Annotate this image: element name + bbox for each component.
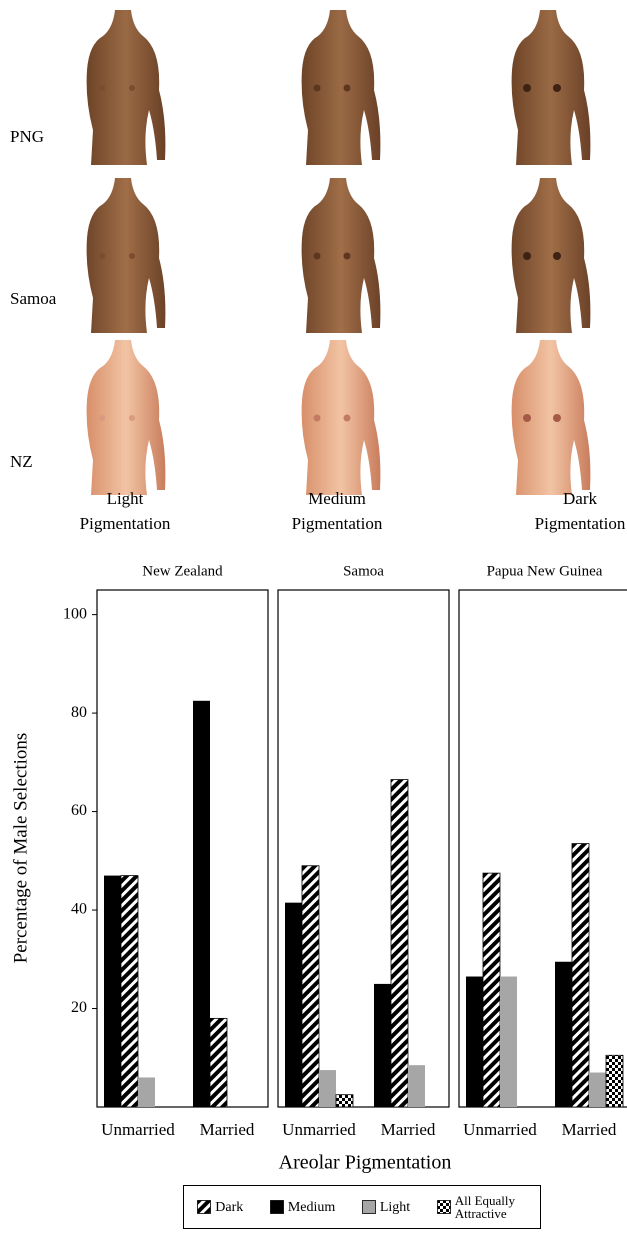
areola xyxy=(523,84,531,92)
areola xyxy=(314,253,321,260)
y-axis-label: Percentage of Male Selections xyxy=(10,733,31,964)
areola xyxy=(99,415,105,421)
stimulus-image xyxy=(87,340,166,495)
row-label: PNG xyxy=(10,127,44,146)
swatch xyxy=(362,1201,375,1214)
x-tick-label: Married xyxy=(562,1120,617,1139)
legend-item: Medium xyxy=(270,1200,335,1214)
legend: Dark Medium Light All Equally Attractive xyxy=(183,1185,541,1229)
x-axis-label: Areolar Pigmentation xyxy=(279,1152,452,1174)
bar xyxy=(121,876,138,1107)
x-tick-label: Married xyxy=(200,1120,255,1139)
bar xyxy=(104,876,121,1107)
bar xyxy=(336,1095,353,1107)
panel-title: New Zealand xyxy=(142,563,223,579)
y-tick-label: 60 xyxy=(71,802,87,819)
legend-swatch xyxy=(197,1200,211,1214)
stimulus-image xyxy=(512,340,591,495)
bar xyxy=(555,962,572,1107)
stimulus-image xyxy=(302,178,381,333)
bar xyxy=(193,701,210,1107)
bar xyxy=(589,1073,606,1107)
bar xyxy=(285,903,302,1107)
areola xyxy=(99,253,105,259)
torso xyxy=(302,10,381,165)
stimulus-image xyxy=(512,10,591,165)
page: PNG Samoa NZ LightPigmentation MediumPigment… xyxy=(0,0,627,1245)
areola xyxy=(314,415,321,422)
areola xyxy=(523,414,531,422)
panel-title: Papua New Guinea xyxy=(487,563,603,579)
legend-swatch xyxy=(437,1200,451,1214)
areola xyxy=(344,415,351,422)
areola xyxy=(129,85,135,91)
bar xyxy=(483,873,500,1107)
torso xyxy=(87,178,166,333)
stimulus-image xyxy=(512,178,591,333)
bar xyxy=(500,977,517,1107)
x-tick-label: Unmarried xyxy=(101,1120,175,1139)
bar xyxy=(606,1055,623,1107)
bar xyxy=(138,1077,155,1107)
y-tick-label: 80 xyxy=(71,704,87,721)
stimulus-image xyxy=(87,178,166,333)
figure: PNG Samoa NZ LightPigmentation MediumPigment… xyxy=(0,0,627,1245)
torso xyxy=(87,10,166,165)
areola xyxy=(553,252,561,260)
y-tick-label: 20 xyxy=(71,999,87,1016)
x-tick-label: Unmarried xyxy=(282,1120,356,1139)
bar xyxy=(374,984,391,1107)
bar xyxy=(572,844,589,1107)
torso xyxy=(302,178,381,333)
areola xyxy=(344,85,351,92)
areola xyxy=(553,84,561,92)
legend-swatch xyxy=(362,1200,376,1214)
bar xyxy=(302,866,319,1107)
legend-item: Dark xyxy=(197,1200,243,1214)
bar xyxy=(210,1018,227,1107)
areola xyxy=(344,253,351,260)
row-label: Samoa xyxy=(10,289,57,308)
legend-swatch xyxy=(270,1200,284,1214)
legend-label: Dark xyxy=(215,1201,243,1214)
legend-label: All Equally Attractive xyxy=(455,1194,527,1220)
areola xyxy=(129,415,135,421)
legend-item: All Equally Attractive xyxy=(437,1194,527,1220)
y-tick-label: 40 xyxy=(71,901,87,918)
areola xyxy=(99,85,105,91)
bar xyxy=(319,1070,336,1107)
areola xyxy=(129,253,135,259)
areola xyxy=(553,414,561,422)
legend-label: Light xyxy=(380,1201,410,1214)
legend-item: Light xyxy=(362,1200,410,1214)
bar xyxy=(391,780,408,1107)
legend-label: Medium xyxy=(288,1201,335,1214)
areola xyxy=(523,252,531,260)
x-tick-label: Married xyxy=(381,1120,436,1139)
bar xyxy=(408,1065,425,1107)
panel-title: Samoa xyxy=(343,563,384,579)
stimulus-image xyxy=(302,10,381,165)
swatch xyxy=(270,1201,283,1214)
stimulus-image xyxy=(87,10,166,165)
areola xyxy=(314,85,321,92)
swatch xyxy=(437,1201,450,1214)
x-tick-label: Unmarried xyxy=(463,1120,537,1139)
torso xyxy=(302,340,381,495)
row-label: NZ xyxy=(10,452,33,471)
swatch xyxy=(198,1201,211,1214)
stimulus-image xyxy=(302,340,381,495)
bar xyxy=(466,977,483,1107)
y-tick-label: 100 xyxy=(63,605,87,622)
torso xyxy=(87,340,166,495)
